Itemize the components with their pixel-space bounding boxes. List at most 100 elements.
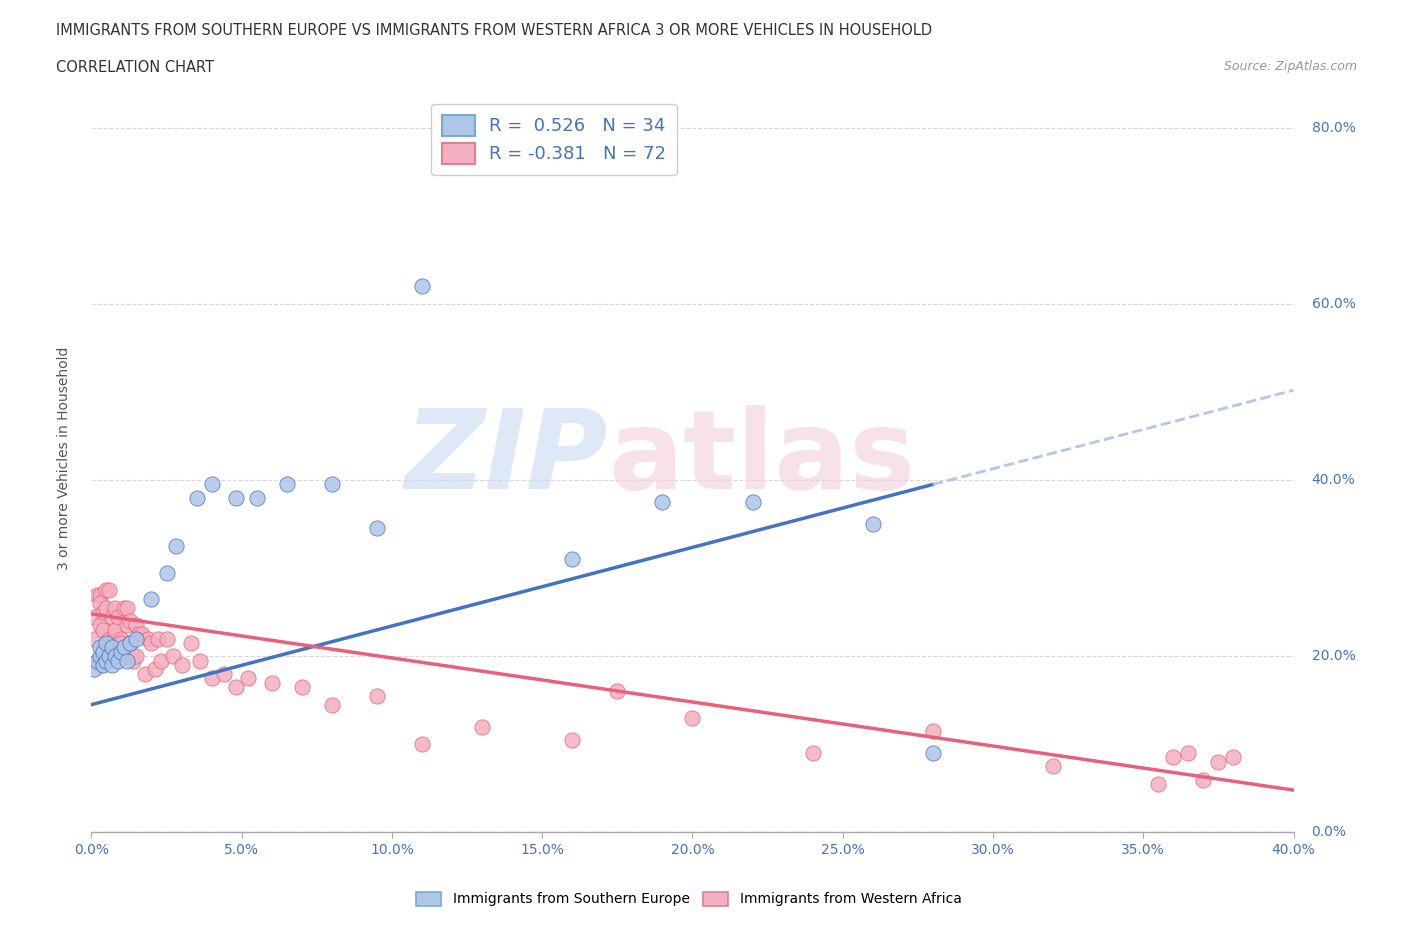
Point	[96, 653, 118, 668]
Point	[321, 698, 343, 712]
Point	[89, 618, 111, 632]
Point	[1147, 777, 1170, 791]
Point	[321, 477, 343, 492]
Point	[98, 631, 121, 646]
Point	[107, 644, 129, 659]
Point	[104, 601, 127, 616]
Point	[101, 658, 124, 672]
Point	[125, 649, 148, 664]
Point	[114, 644, 136, 659]
Point	[101, 635, 124, 650]
Point	[96, 653, 118, 668]
Point	[110, 644, 132, 659]
Point	[155, 565, 177, 580]
Point	[1192, 772, 1215, 787]
Text: CORRELATION CHART: CORRELATION CHART	[56, 60, 214, 75]
Point	[98, 583, 121, 598]
Point	[212, 667, 235, 682]
Point	[101, 649, 124, 664]
Y-axis label: 3 or more Vehicles in Household: 3 or more Vehicles in Household	[56, 346, 70, 570]
Point	[131, 627, 153, 642]
Point	[89, 649, 111, 664]
Point	[104, 622, 127, 637]
Point	[1177, 746, 1199, 761]
Text: 80.0%: 80.0%	[1312, 121, 1355, 135]
Point	[366, 521, 388, 536]
Point	[83, 609, 105, 624]
Point	[96, 635, 118, 650]
Point	[134, 667, 156, 682]
Point	[1042, 759, 1064, 774]
Point	[104, 649, 127, 664]
Point	[276, 477, 298, 492]
Point	[651, 495, 673, 510]
Point	[89, 658, 111, 672]
Point	[107, 653, 129, 668]
Point	[125, 631, 148, 646]
Point	[114, 601, 136, 616]
Point	[93, 644, 115, 659]
Point	[411, 737, 433, 751]
Point	[1161, 750, 1184, 764]
Point	[143, 662, 166, 677]
Point	[104, 627, 127, 642]
Point	[101, 640, 124, 655]
Point	[93, 604, 115, 619]
Point	[165, 538, 187, 553]
Point	[141, 591, 163, 606]
Point	[170, 658, 193, 672]
Point	[561, 551, 583, 566]
Point	[86, 653, 108, 668]
Point	[291, 680, 314, 695]
Point	[89, 596, 111, 611]
Text: 0.0%: 0.0%	[1312, 825, 1347, 840]
Point	[681, 711, 703, 725]
Point	[862, 517, 884, 532]
Point	[922, 724, 945, 738]
Point	[606, 684, 628, 698]
Text: 60.0%: 60.0%	[1312, 297, 1355, 311]
Point	[141, 635, 163, 650]
Point	[114, 640, 136, 655]
Text: atlas: atlas	[609, 405, 915, 512]
Point	[186, 490, 208, 505]
Point	[93, 622, 115, 637]
Point	[236, 671, 259, 685]
Point	[110, 631, 132, 646]
Point	[89, 587, 111, 602]
Point	[411, 279, 433, 294]
Point	[125, 618, 148, 632]
Point	[117, 601, 139, 616]
Point	[246, 490, 269, 505]
Text: ZIP: ZIP	[405, 405, 609, 512]
Point	[117, 618, 139, 632]
Point	[96, 583, 118, 598]
Text: 40.0%: 40.0%	[1312, 473, 1355, 487]
Point	[122, 653, 145, 668]
Point	[120, 635, 142, 650]
Point	[225, 680, 247, 695]
Point	[86, 587, 108, 602]
Point	[162, 649, 184, 664]
Point	[83, 631, 105, 646]
Point	[1222, 750, 1244, 764]
Point	[146, 631, 169, 646]
Point	[86, 653, 108, 668]
Point	[149, 653, 172, 668]
Point	[1208, 754, 1230, 769]
Point	[138, 631, 160, 646]
Point	[180, 635, 202, 650]
Point	[83, 662, 105, 677]
Point	[101, 609, 124, 624]
Point	[128, 627, 150, 642]
Point	[155, 631, 177, 646]
Point	[117, 653, 139, 668]
Point	[120, 614, 142, 629]
Text: IMMIGRANTS FROM SOUTHERN EUROPE VS IMMIGRANTS FROM WESTERN AFRICA 3 OR MORE VEHI: IMMIGRANTS FROM SOUTHERN EUROPE VS IMMIG…	[56, 23, 932, 38]
Point	[98, 649, 121, 664]
Point	[561, 733, 583, 748]
Text: 20.0%: 20.0%	[1312, 649, 1355, 663]
Point	[93, 640, 115, 655]
Point	[110, 635, 132, 650]
Point	[188, 653, 211, 668]
